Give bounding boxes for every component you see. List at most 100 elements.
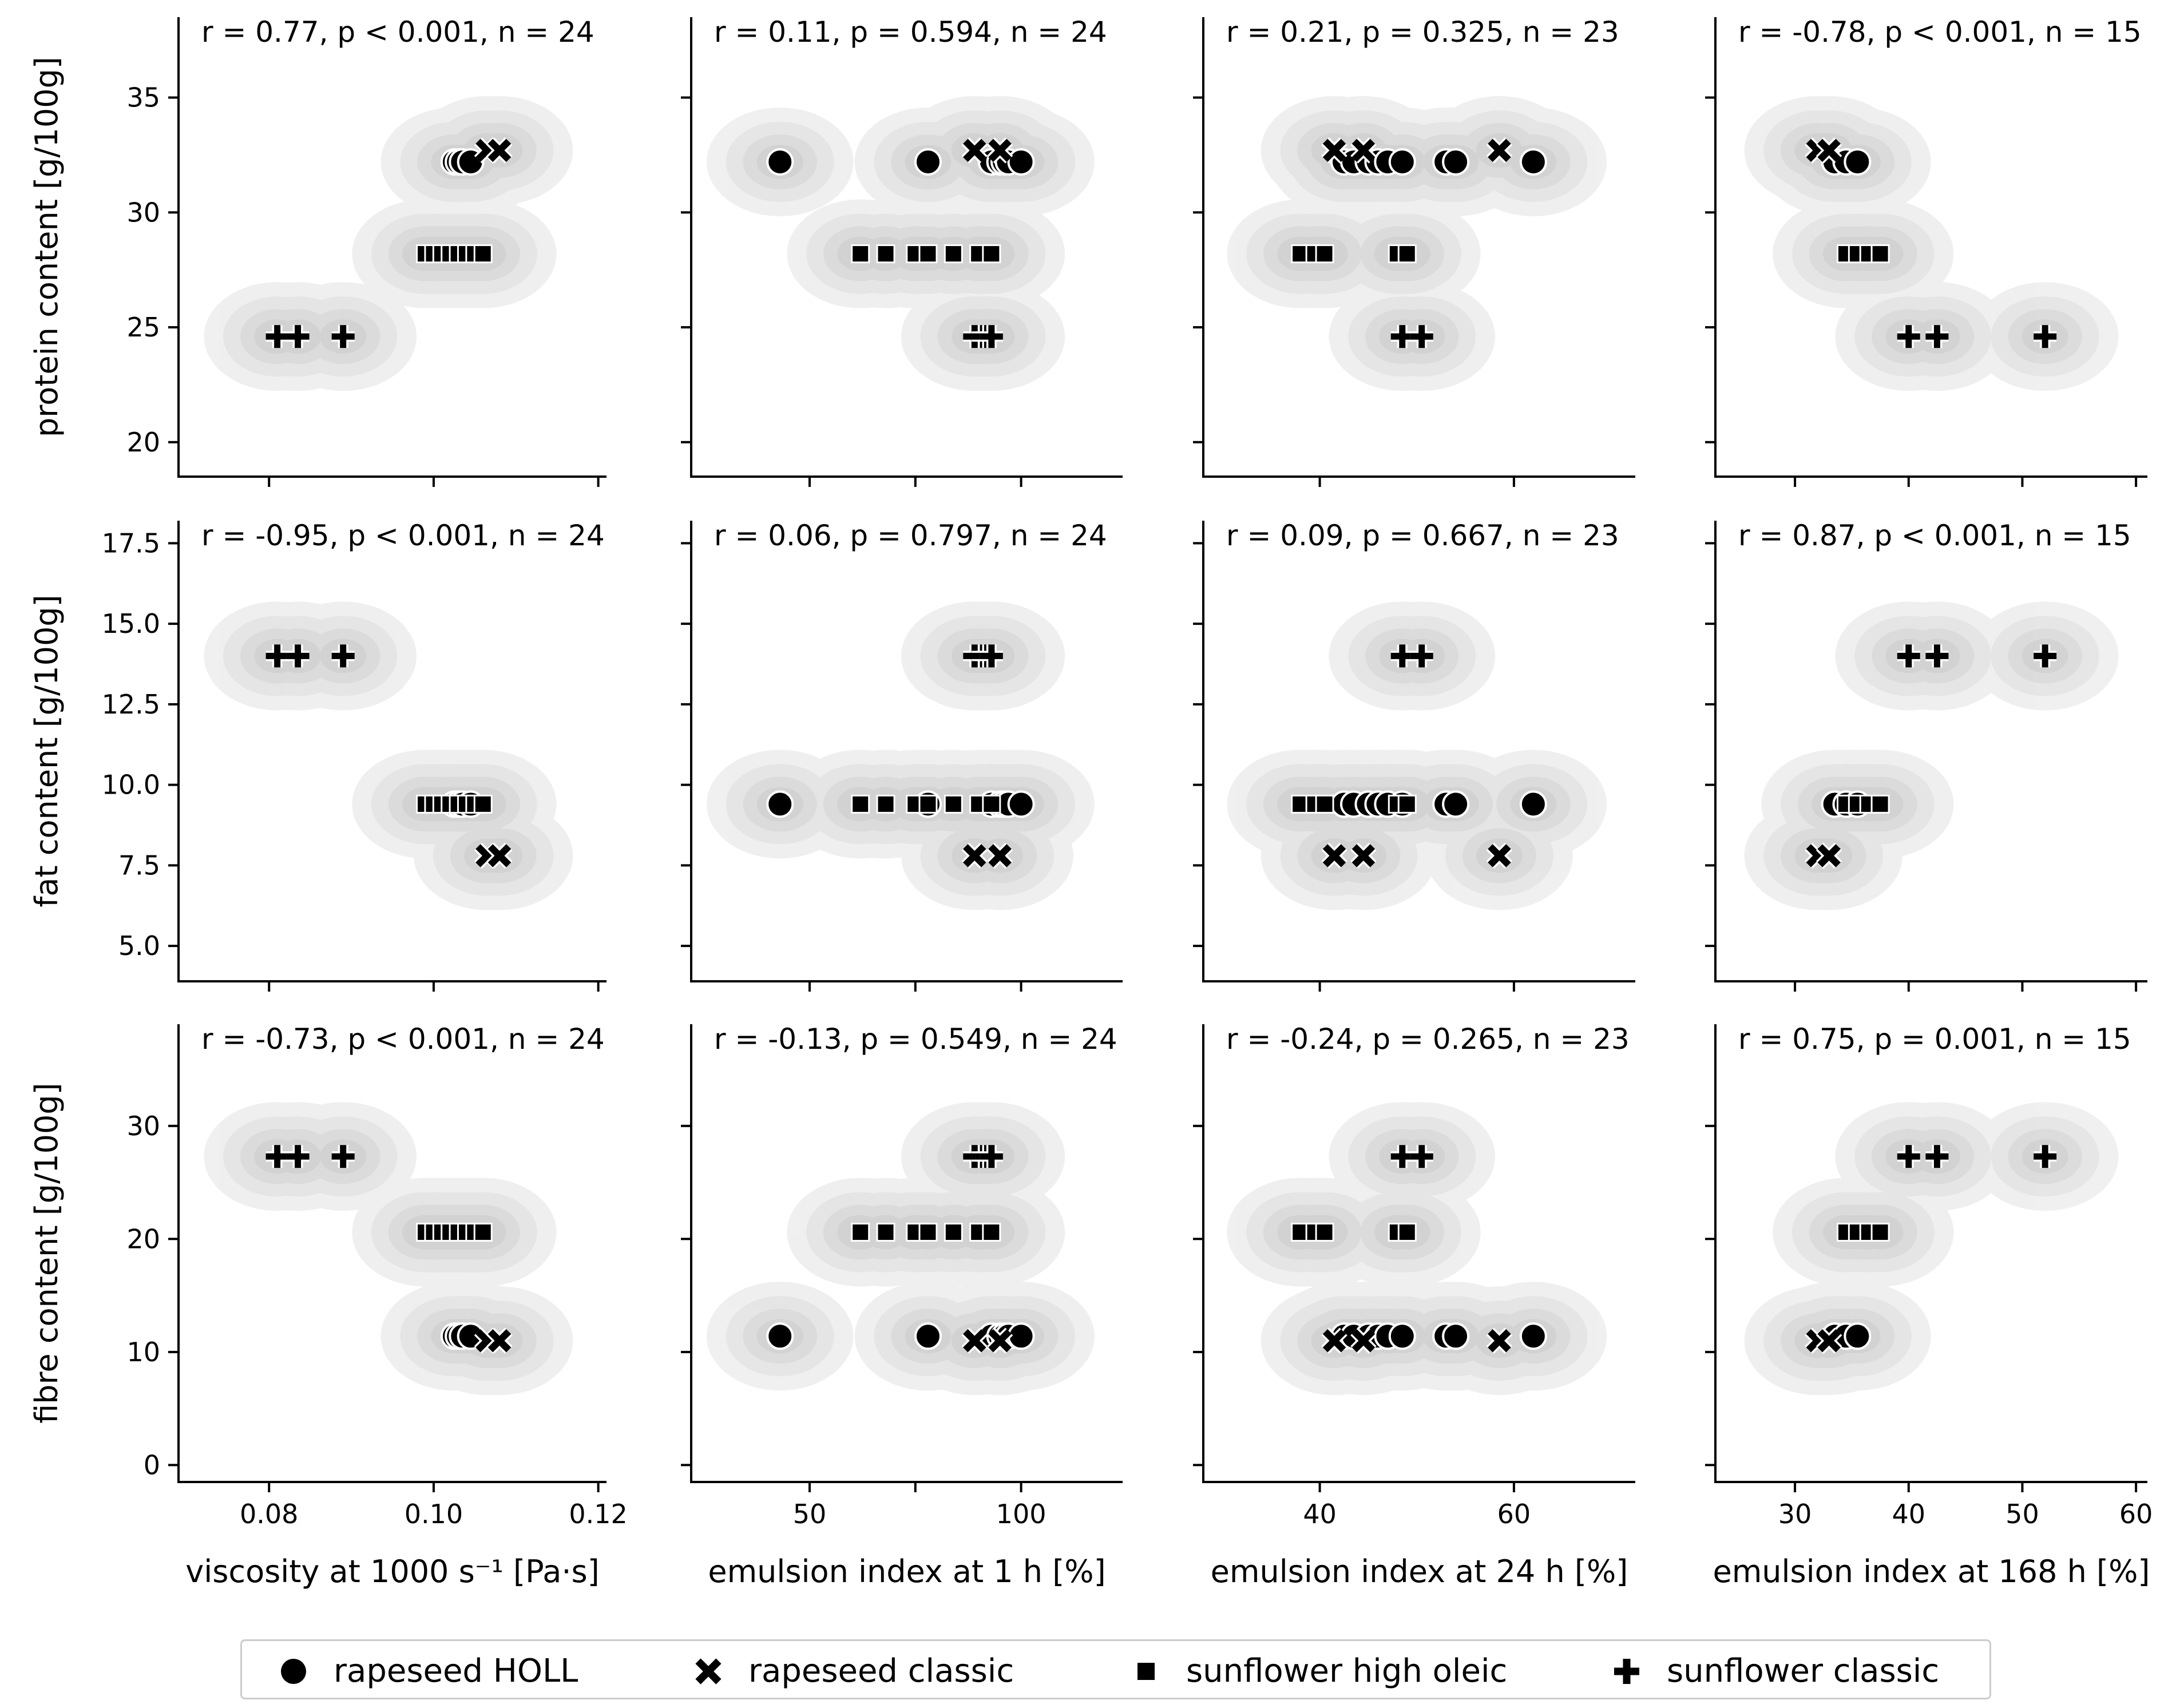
- x-axis-label: emulsion index at 168 h [%]: [1713, 1554, 2150, 1590]
- scatter-points: [1805, 1145, 2057, 1354]
- marker-rapeseed-holl: [1442, 1322, 1470, 1350]
- marker-sunflower-classic: [331, 1145, 355, 1168]
- marker-rapeseed-holl: [1519, 1322, 1547, 1350]
- scatter-points: [265, 1145, 513, 1354]
- marker-sunflower-classic: [286, 325, 310, 348]
- stat-annotation: r = 0.09, p = 0.667, n = 23: [1226, 519, 1619, 552]
- marker-rapeseed-classic: [1322, 844, 1346, 867]
- subplot-r1-c2: r = 0.11, p = 0.594, n = 24: [681, 15, 1123, 487]
- kde-density: [1744, 601, 2119, 910]
- x-tick-label: 0.08: [240, 1499, 298, 1529]
- marker-rapeseed-holl: [766, 790, 794, 818]
- stat-annotation: r = -0.13, p = 0.549, n = 24: [714, 1023, 1117, 1056]
- marker-sunflower-high-oleic: [918, 794, 938, 814]
- marker-rapeseed-holl: [1519, 148, 1547, 176]
- scatter-points: [1291, 1145, 1547, 1354]
- marker-sunflower-high-oleic: [1397, 244, 1417, 264]
- plus-marker-icon: [1614, 1658, 1639, 1684]
- scatter-points: [766, 137, 1035, 348]
- subplot-r3-c4: 30 40 50 60 r = 0.75, p = 0.001, n = 15 emuls…: [1705, 1023, 2153, 1590]
- stat-annotation: r = 0.11, p = 0.594, n = 24: [714, 15, 1107, 49]
- marker-sunflower-high-oleic: [982, 794, 1001, 814]
- marker-sunflower-high-oleic: [1315, 244, 1334, 264]
- marker-rapeseed-classic: [963, 844, 986, 867]
- marker-sunflower-classic: [2034, 644, 2057, 668]
- y-tick-label: 0: [144, 1449, 160, 1480]
- x-tick-label: 50: [2005, 1499, 2039, 1529]
- kde-density: [1744, 1102, 2119, 1396]
- marker-sunflower-high-oleic: [876, 244, 895, 264]
- stat-annotation: r = 0.87, p < 0.001, n = 15: [1738, 519, 2131, 552]
- square-marker-icon: [1137, 1662, 1155, 1680]
- kde-layer-3: [1781, 628, 2082, 883]
- kde-density: [204, 1102, 573, 1396]
- marker-sunflower-high-oleic: [1870, 794, 1890, 814]
- marker-sunflower-classic: [1410, 325, 1433, 348]
- marker-sunflower-classic: [1410, 1145, 1433, 1168]
- kde-density: [706, 1102, 1095, 1396]
- marker-rapeseed-classic: [1817, 138, 1841, 163]
- legend-item-rapeseed-holl: rapeseed HOLL: [276, 1641, 578, 1701]
- kde-density: [706, 601, 1095, 910]
- marker-rapeseed-holl: [1844, 1322, 1872, 1350]
- subplot-r3-c1: 0 10 20 30 0.08 0.10 0.12 r = -0.73, p < 0.001,…: [29, 1023, 628, 1590]
- marker-rapeseed-classic: [487, 138, 512, 163]
- marker-sunflower-classic: [2034, 1145, 2057, 1168]
- marker-rapeseed-holl: [1844, 148, 1872, 176]
- marker-sunflower-classic: [331, 644, 355, 668]
- legend-label: sunflower high oleic: [1186, 1652, 1508, 1690]
- x-tick-label: 0.10: [405, 1499, 463, 1529]
- marker-sunflower-high-oleic: [1870, 244, 1890, 264]
- stat-annotation: r = -0.24, p = 0.265, n = 23: [1226, 1023, 1630, 1056]
- marker-sunflower-classic: [286, 1145, 310, 1168]
- stat-annotation: r = -0.95, p < 0.001, n = 24: [201, 519, 605, 552]
- marker-sunflower-classic: [980, 644, 1003, 668]
- scatter-points: [766, 644, 1035, 869]
- marker-sunflower-classic: [980, 325, 1003, 348]
- y-tick-label: 30: [126, 1111, 160, 1142]
- marker-rapeseed-holl: [1388, 148, 1416, 176]
- marker-rapeseed-holl: [1007, 1322, 1035, 1350]
- marker-rapeseed-holl: [1388, 1322, 1416, 1350]
- marker-rapeseed-classic: [1351, 138, 1376, 163]
- marker-sunflower-high-oleic: [851, 794, 870, 814]
- stat-annotation: r = 0.21, p = 0.325, n = 23: [1226, 15, 1619, 49]
- y-axis-label: fat content [g/100g]: [29, 595, 65, 907]
- marker-rapeseed-holl: [914, 148, 942, 176]
- x-tick-label: 40: [1303, 1499, 1337, 1529]
- marker-sunflower-high-oleic: [473, 244, 493, 264]
- marker-sunflower-high-oleic: [876, 794, 895, 814]
- legend-label: rapeseed HOLL: [334, 1652, 578, 1690]
- legend-item-sunflower-classic: sunflower classic: [1610, 1641, 1939, 1701]
- marker-sunflower-high-oleic: [944, 244, 963, 264]
- y-tick-label: 15.0: [102, 608, 160, 639]
- kde-density: [204, 601, 573, 910]
- stat-annotation: r = 0.06, p = 0.797, n = 24: [714, 519, 1107, 552]
- marker-sunflower-classic: [980, 1145, 1003, 1168]
- marker-rapeseed-classic: [487, 844, 512, 867]
- x-tick-label: 60: [2119, 1499, 2153, 1529]
- marker-rapeseed-holl: [1442, 790, 1470, 818]
- legend-item-sunflower-high-oleic: sunflower high oleic: [1129, 1641, 1507, 1701]
- y-tick-label: 10.0: [102, 770, 160, 800]
- marker-sunflower-classic: [1925, 325, 1949, 348]
- marker-sunflower-high-oleic: [944, 794, 963, 814]
- y-tick-label: 5.0: [118, 930, 160, 961]
- y-tick-label: 12.5: [102, 689, 160, 720]
- marker-rapeseed-holl: [1007, 790, 1035, 818]
- marker-rapeseed-classic: [988, 844, 1012, 867]
- marker-sunflower-classic: [265, 325, 289, 348]
- subplot-r1-c1: 20 25 30 35 r = 0.77, p < 0.001, n = 24 prote…: [29, 15, 607, 487]
- marker-sunflower-classic: [1925, 1145, 1949, 1168]
- marker-rapeseed-classic: [963, 138, 986, 163]
- x-tick-label: 0.12: [569, 1499, 627, 1529]
- kde-density: [1744, 96, 2119, 391]
- scatter-points: [265, 137, 513, 348]
- marker-sunflower-high-oleic: [876, 1222, 895, 1242]
- marker-sunflower-classic: [1390, 325, 1414, 348]
- kde-density: [204, 96, 573, 391]
- y-axis-label: fibre content [g/100g]: [29, 1083, 65, 1424]
- marker-sunflower-classic: [265, 644, 289, 668]
- marker-rapeseed-holl: [766, 148, 794, 176]
- marker-sunflower-classic: [286, 644, 310, 668]
